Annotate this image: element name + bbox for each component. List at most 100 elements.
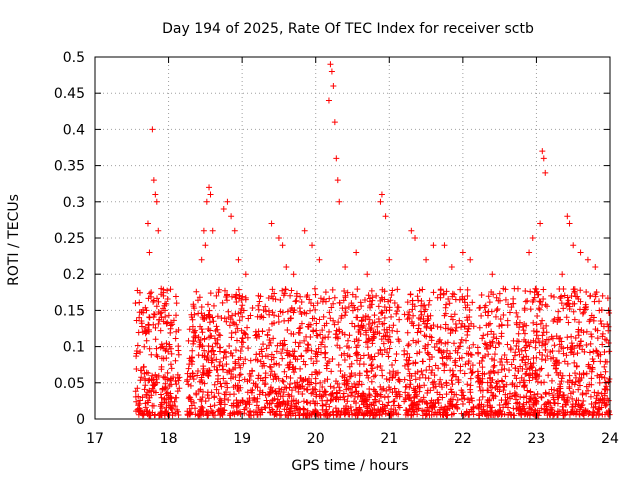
data-point (142, 304, 149, 311)
data-point (333, 155, 340, 162)
data-point (207, 191, 214, 198)
data-point (260, 307, 267, 314)
data-point (284, 326, 291, 333)
data-point (504, 341, 511, 348)
data-point (431, 378, 438, 385)
data-point (328, 304, 335, 311)
data-point (390, 322, 397, 329)
data-point (140, 364, 147, 371)
data-point (360, 361, 367, 368)
data-point (168, 365, 175, 372)
data-point (283, 385, 290, 392)
data-point (233, 321, 240, 328)
data-point (464, 286, 471, 293)
data-point (498, 321, 505, 328)
data-point (306, 411, 313, 418)
data-point (203, 314, 210, 321)
data-point (277, 393, 284, 400)
data-point (560, 305, 567, 312)
data-point (172, 357, 179, 364)
x-tick-label: 24 (601, 431, 619, 447)
data-point (344, 289, 351, 296)
data-point (150, 321, 157, 328)
data-point (189, 370, 196, 377)
data-point (274, 396, 281, 403)
data-point (493, 380, 500, 387)
data-point (334, 390, 341, 397)
data-point (203, 198, 210, 205)
data-point (166, 383, 173, 390)
data-point (293, 290, 300, 297)
data-point (224, 297, 231, 304)
data-point (564, 213, 571, 220)
data-point (217, 358, 224, 365)
data-point (441, 242, 448, 249)
data-point (339, 305, 346, 312)
data-point (522, 298, 529, 305)
data-point (601, 363, 608, 370)
data-point (323, 362, 330, 369)
data-point (538, 379, 545, 386)
data-point (369, 365, 376, 372)
data-point (349, 320, 356, 327)
data-point (359, 390, 366, 397)
data-point (380, 340, 387, 347)
data-point (462, 337, 469, 344)
data-point (395, 304, 402, 311)
data-point (429, 379, 436, 386)
data-point (491, 351, 498, 358)
data-point (164, 287, 171, 294)
data-point (304, 323, 311, 330)
y-tick-label: 0.3 (63, 195, 85, 211)
data-point (466, 345, 473, 352)
data-point (214, 366, 221, 373)
data-point (380, 333, 387, 340)
data-point (448, 263, 455, 270)
data-point (494, 378, 501, 385)
data-point (236, 362, 243, 369)
data-point (418, 311, 425, 318)
data-point (221, 315, 228, 322)
data-point (221, 287, 228, 294)
data-point (439, 384, 446, 391)
data-point (479, 364, 486, 371)
data-point (468, 352, 475, 359)
data-point (146, 314, 153, 321)
data-point (378, 310, 385, 317)
data-point (263, 345, 270, 352)
data-point (342, 294, 349, 301)
data-point (356, 326, 363, 333)
data-point (587, 340, 594, 347)
data-point (382, 213, 389, 220)
data-point (527, 288, 534, 295)
data-point (519, 356, 526, 363)
data-point (331, 294, 338, 301)
data-point (353, 349, 360, 356)
data-point (391, 385, 398, 392)
data-point (533, 354, 540, 361)
data-point (271, 290, 278, 297)
data-point (296, 325, 303, 332)
data-point (381, 304, 388, 311)
data-point (425, 375, 432, 382)
data-point (215, 372, 222, 379)
data-point (173, 312, 180, 319)
data-point (456, 355, 463, 362)
data-point (160, 374, 167, 381)
y-tick-label: 0.05 (54, 376, 85, 392)
data-point (469, 362, 476, 369)
data-point (190, 376, 197, 383)
data-point (415, 297, 422, 304)
data-point (297, 374, 304, 381)
data-point (376, 330, 383, 337)
data-point (288, 287, 295, 294)
data-point (311, 385, 318, 392)
data-point (312, 291, 319, 298)
data-point (372, 372, 379, 379)
data-point (412, 360, 419, 367)
data-point (168, 405, 175, 412)
data-point (238, 296, 245, 303)
data-point (266, 336, 273, 343)
data-point (202, 398, 209, 405)
data-point (434, 323, 441, 330)
